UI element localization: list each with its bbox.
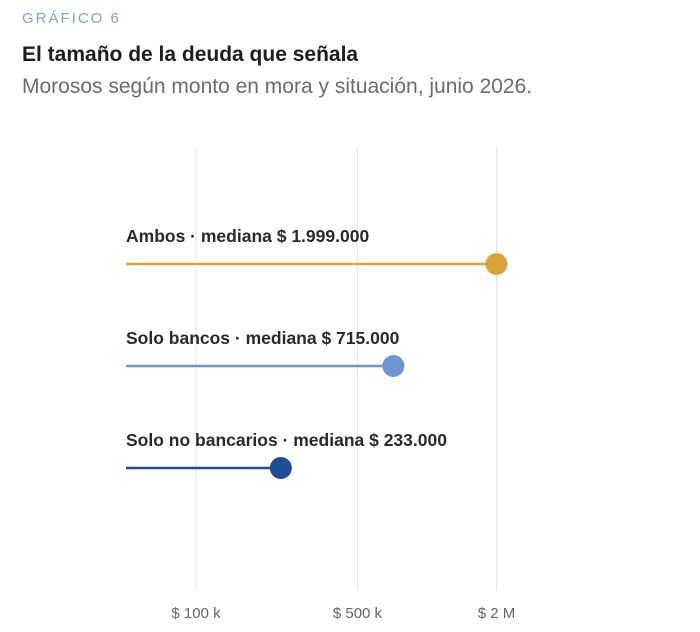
series-label: Ambos · mediana $ 1.999.000 bbox=[126, 226, 369, 246]
series-dot bbox=[485, 253, 508, 275]
series-row: Solo no bancarios · mediana $ 233.000 bbox=[126, 430, 447, 479]
x-tick-label: $ 2 M bbox=[478, 605, 516, 622]
series-rows: Ambos · mediana $ 1.999.000 Solo bancos ·… bbox=[126, 226, 508, 479]
x-tick-label: $ 100 k bbox=[171, 605, 221, 622]
chart-subtitle: Morosos según monto en mora y situación,… bbox=[22, 75, 533, 98]
series-dot bbox=[269, 457, 292, 479]
chart-eyebrow: GRÁFICO 6 bbox=[22, 10, 121, 27]
series-row: Ambos · mediana $ 1.999.000 bbox=[126, 226, 508, 275]
gridlines bbox=[195, 148, 498, 590]
x-tick-label: $ 500 k bbox=[333, 605, 383, 622]
series-label: Solo no bancarios · mediana $ 233.000 bbox=[126, 430, 447, 450]
chart-title: El tamaño de la deuda que señala bbox=[22, 43, 359, 66]
tick-labels: $ 100 k $ 500 k $ 2 M bbox=[171, 605, 515, 622]
series-label: Solo bancos · mediana $ 715.000 bbox=[126, 328, 400, 348]
series-row: Solo bancos · mediana $ 715.000 bbox=[126, 328, 405, 377]
series-dot bbox=[382, 355, 405, 377]
